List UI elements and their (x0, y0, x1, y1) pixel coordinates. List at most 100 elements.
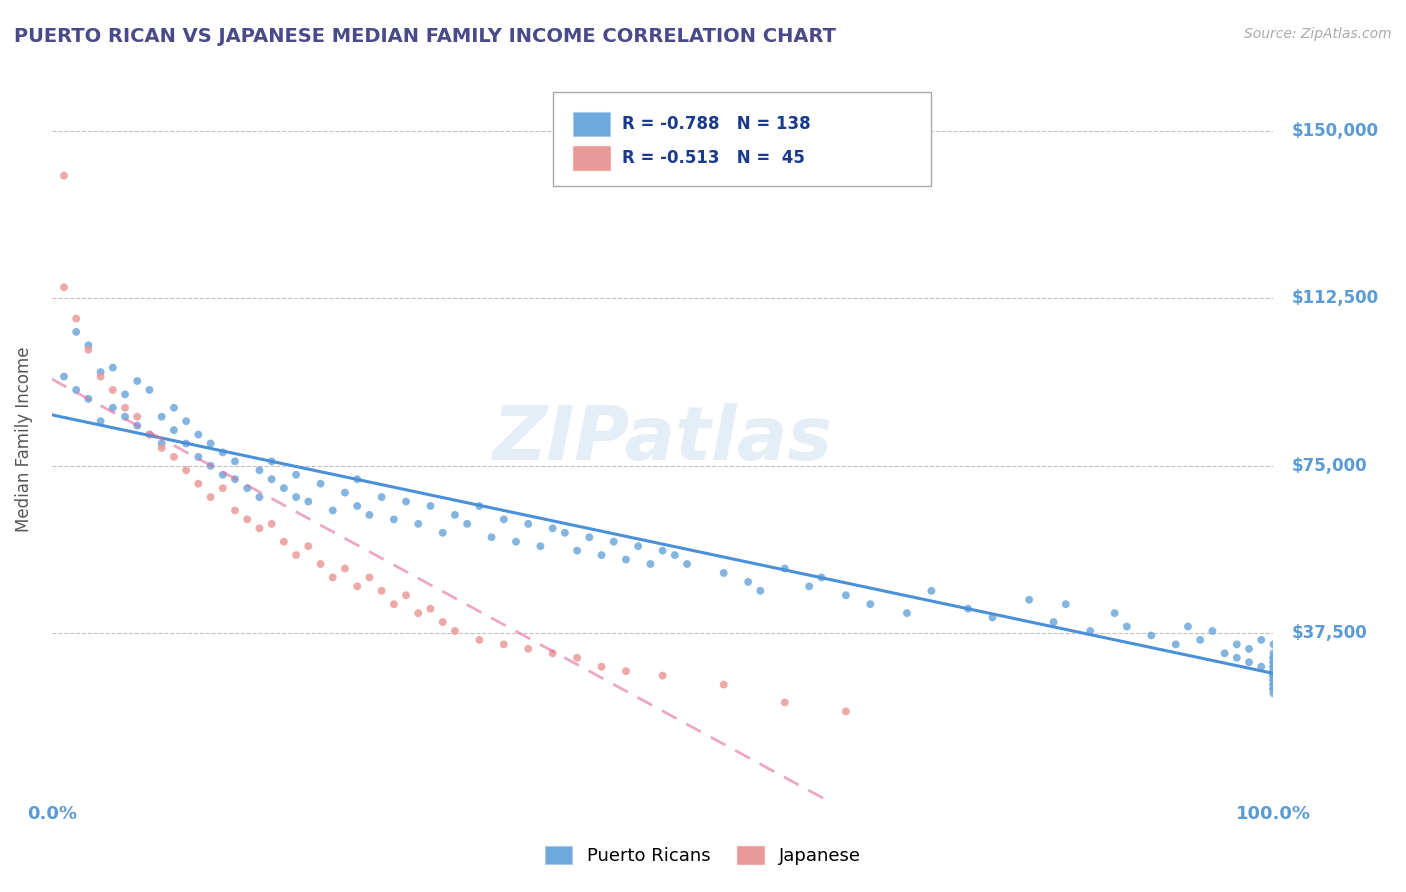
Point (1263, 677, 1285, 691)
Point (90, 414, 112, 428)
Text: Source: ZipAtlas.com: Source: ZipAtlas.com (1244, 27, 1392, 41)
Point (614, 552, 637, 566)
Point (163, 450, 186, 464)
Point (90, 365, 112, 379)
Point (578, 530, 600, 544)
Point (1263, 650, 1285, 665)
Point (77, 338, 100, 352)
Point (211, 467, 233, 482)
Point (1263, 664, 1285, 678)
Point (1263, 668, 1285, 682)
Point (174, 436, 197, 450)
Point (211, 481, 233, 495)
Point (273, 481, 295, 495)
Point (492, 512, 515, 526)
Point (749, 583, 772, 598)
Point (236, 512, 259, 526)
FancyBboxPatch shape (574, 112, 610, 136)
Point (150, 436, 173, 450)
Point (138, 383, 160, 397)
Point (211, 445, 233, 459)
FancyBboxPatch shape (574, 146, 610, 170)
Point (150, 409, 173, 424)
Point (1140, 628, 1163, 642)
Point (127, 374, 149, 388)
Point (114, 387, 136, 401)
Point (114, 401, 136, 415)
Point (505, 534, 527, 549)
Point (322, 503, 344, 517)
Point (713, 677, 735, 691)
Point (468, 499, 491, 513)
Point (163, 423, 186, 437)
Point (1263, 673, 1285, 687)
Text: PUERTO RICAN VS JAPANESE MEDIAN FAMILY INCOME CORRELATION CHART: PUERTO RICAN VS JAPANESE MEDIAN FAMILY I… (14, 27, 837, 45)
Point (1104, 606, 1126, 620)
Point (52, 169, 75, 183)
Point (1115, 619, 1137, 633)
Point (406, 606, 429, 620)
Point (260, 454, 283, 468)
Text: $150,000: $150,000 (1292, 122, 1379, 140)
Point (1263, 664, 1285, 678)
Point (651, 543, 673, 558)
Point (1226, 650, 1249, 665)
Point (114, 409, 136, 424)
Point (1213, 646, 1236, 660)
Point (52, 369, 75, 384)
Point (432, 525, 454, 540)
Point (981, 610, 1004, 624)
Point (957, 601, 980, 615)
Point (127, 409, 149, 424)
Point (297, 494, 319, 508)
Point (627, 539, 650, 553)
Point (138, 427, 160, 442)
Point (1263, 673, 1285, 687)
Point (1263, 655, 1285, 669)
Point (1263, 655, 1285, 669)
Point (1164, 637, 1187, 651)
FancyBboxPatch shape (553, 92, 931, 186)
Point (359, 570, 381, 584)
Point (1263, 659, 1285, 673)
Point (249, 521, 271, 535)
Point (1263, 668, 1285, 682)
Point (859, 597, 882, 611)
Point (333, 561, 356, 575)
Point (52, 280, 75, 294)
Point (1263, 655, 1285, 669)
Text: R = -0.788   N = 138: R = -0.788 N = 138 (623, 115, 811, 133)
Point (640, 557, 662, 571)
Point (187, 450, 209, 464)
Legend: Puerto Ricans, Japanese: Puerto Ricans, Japanese (536, 837, 870, 874)
Point (406, 516, 429, 531)
Point (65, 325, 87, 339)
Point (517, 641, 540, 656)
Point (101, 360, 124, 375)
Point (138, 427, 160, 442)
Point (224, 503, 246, 517)
Point (1263, 659, 1285, 673)
Point (603, 534, 626, 549)
Point (554, 525, 576, 540)
Point (249, 490, 271, 504)
Point (1237, 655, 1260, 669)
Point (517, 516, 540, 531)
Point (1263, 677, 1285, 691)
Point (359, 508, 381, 522)
Point (382, 512, 405, 526)
Point (1263, 681, 1285, 696)
Point (187, 476, 209, 491)
Point (309, 557, 332, 571)
Point (127, 418, 149, 433)
Point (419, 601, 441, 615)
Point (492, 637, 515, 651)
Point (565, 650, 588, 665)
Point (591, 659, 613, 673)
Point (1263, 681, 1285, 696)
Point (1250, 659, 1272, 673)
Point (920, 583, 942, 598)
Point (1078, 624, 1101, 638)
Text: ZIPatlas: ZIPatlas (492, 402, 832, 475)
Point (249, 463, 271, 477)
